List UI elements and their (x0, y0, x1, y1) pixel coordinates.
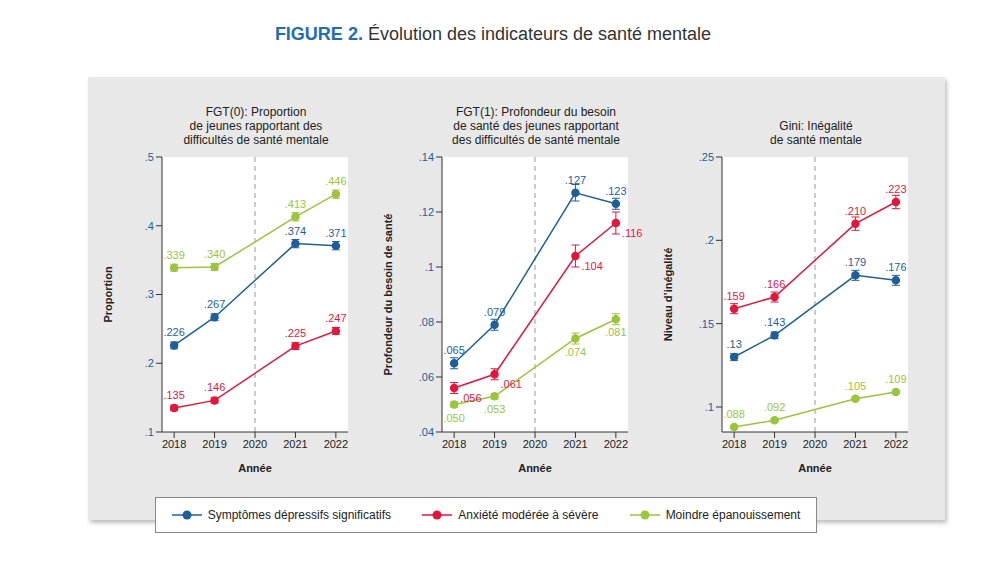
svg-text:.2: .2 (145, 357, 154, 369)
svg-text:Proportion: Proportion (102, 266, 114, 322)
svg-text:2020: 2020 (523, 438, 547, 450)
svg-text:.065: .065 (443, 344, 464, 356)
html-text:des difficultés de santé menta: des difficultés de santé mentale (452, 133, 620, 147)
svg-text:.1: .1 (425, 261, 434, 273)
svg-text:.053: .053 (484, 403, 505, 415)
svg-text:.146: .146 (204, 381, 225, 393)
html-text:de santé des jeunes rapportant: de santé des jeunes rapportant (453, 119, 619, 133)
html-text:Moindre épanouissement: Moindre épanouissement (665, 508, 801, 522)
svg-text:.08: .08 (419, 316, 434, 328)
html-text:difficultés de santé mentale: difficultés de santé mentale (183, 133, 329, 147)
svg-text:2020: 2020 (803, 438, 827, 450)
html-text:FIGURE 2. Évolution des indica: FIGURE 2. Évolution des indicateurs de s… (274, 24, 712, 44)
svg-text:.339: .339 (163, 249, 184, 261)
svg-text:Profondeur du besoin de santé: Profondeur du besoin de santé (382, 214, 394, 376)
svg-text:.374: .374 (285, 225, 306, 237)
svg-text:.176: .176 (885, 261, 906, 273)
svg-text:.371: .371 (325, 227, 346, 239)
html-text:FGT(1): Profondeur du besoin: FGT(1): Profondeur du besoin (456, 105, 616, 119)
svg-text:.050: .050 (443, 412, 464, 424)
svg-text:.123: .123 (605, 185, 626, 197)
svg-text:2018: 2018 (162, 438, 186, 450)
svg-text:.1: .1 (705, 401, 714, 413)
svg-text:.105: .105 (845, 380, 866, 392)
svg-text:2021: 2021 (563, 438, 587, 450)
svg-text:.127: .127 (565, 174, 586, 186)
svg-text:.079: .079 (484, 306, 505, 318)
html-text:de jeunes rapportant des: de jeunes rapportant des (189, 119, 323, 133)
svg-text:.14: .14 (419, 151, 434, 163)
svg-text:2022: 2022 (604, 438, 628, 450)
svg-text:.088: .088 (723, 408, 744, 420)
svg-text:2020: 2020 (243, 438, 267, 450)
svg-text:.2: .2 (705, 234, 714, 246)
svg-text:Année: Année (238, 462, 272, 474)
svg-text:.06: .06 (419, 371, 434, 383)
svg-text:2019: 2019 (482, 438, 506, 450)
svg-text:.13: .13 (726, 338, 741, 350)
svg-text:Niveau d’inégalité: Niveau d’inégalité (662, 248, 674, 342)
svg-text:.109: .109 (885, 373, 906, 385)
svg-text:.04: .04 (419, 426, 434, 438)
svg-text:.267: .267 (204, 298, 225, 310)
svg-text:2021: 2021 (843, 438, 867, 450)
html-text:Symptômes dépressifs significa: Symptômes dépressifs significatifs (207, 508, 391, 522)
svg-text:.4: .4 (145, 220, 154, 232)
svg-text:.3: .3 (145, 288, 154, 300)
svg-text:.210: .210 (845, 205, 866, 217)
svg-text:2022: 2022 (324, 438, 348, 450)
svg-text:.226: .226 (163, 326, 184, 338)
svg-text:.223: .223 (885, 183, 906, 195)
svg-text:.247: .247 (325, 312, 346, 324)
svg-text:.061: .061 (501, 378, 522, 390)
svg-text:.056: .056 (460, 392, 481, 404)
svg-text:.340: .340 (204, 248, 225, 260)
svg-text:.1: .1 (145, 426, 154, 438)
svg-text:.413: .413 (285, 198, 306, 210)
svg-text:.446: .446 (325, 175, 346, 187)
svg-text:.104: .104 (581, 260, 602, 272)
svg-text:.143: .143 (764, 316, 785, 328)
svg-text:.5: .5 (145, 151, 154, 163)
html-text:FGT(0): Proportion: FGT(0): Proportion (205, 105, 307, 119)
svg-text:.159: .159 (723, 290, 744, 302)
svg-text:.25: .25 (699, 151, 714, 163)
html-text:Gini: Inégalité: Gini: Inégalité (779, 119, 853, 133)
svg-text:2021: 2021 (283, 438, 307, 450)
svg-text:Année: Année (518, 462, 552, 474)
svg-text:2022: 2022 (884, 438, 908, 450)
svg-text:Année: Année (798, 462, 832, 474)
svg-text:2019: 2019 (202, 438, 226, 450)
svg-text:.225: .225 (285, 327, 306, 339)
html-text:de santé mentale: de santé mentale (770, 133, 862, 147)
svg-text:.116: .116 (622, 227, 643, 239)
svg-text:.12: .12 (419, 206, 434, 218)
svg-text:2019: 2019 (762, 438, 786, 450)
svg-text:.135: .135 (163, 389, 184, 401)
html-text:Anxiété modérée à sévère: Anxiété modérée à sévère (458, 508, 599, 522)
svg-text:.166: .166 (764, 278, 785, 290)
svg-text:2018: 2018 (722, 438, 746, 450)
svg-text:2018: 2018 (442, 438, 466, 450)
svg-text:.074: .074 (565, 346, 586, 358)
svg-text:.092: .092 (764, 401, 785, 413)
svg-text:.081: .081 (605, 326, 626, 338)
svg-text:.179: .179 (845, 256, 866, 268)
svg-text:.15: .15 (699, 318, 714, 330)
